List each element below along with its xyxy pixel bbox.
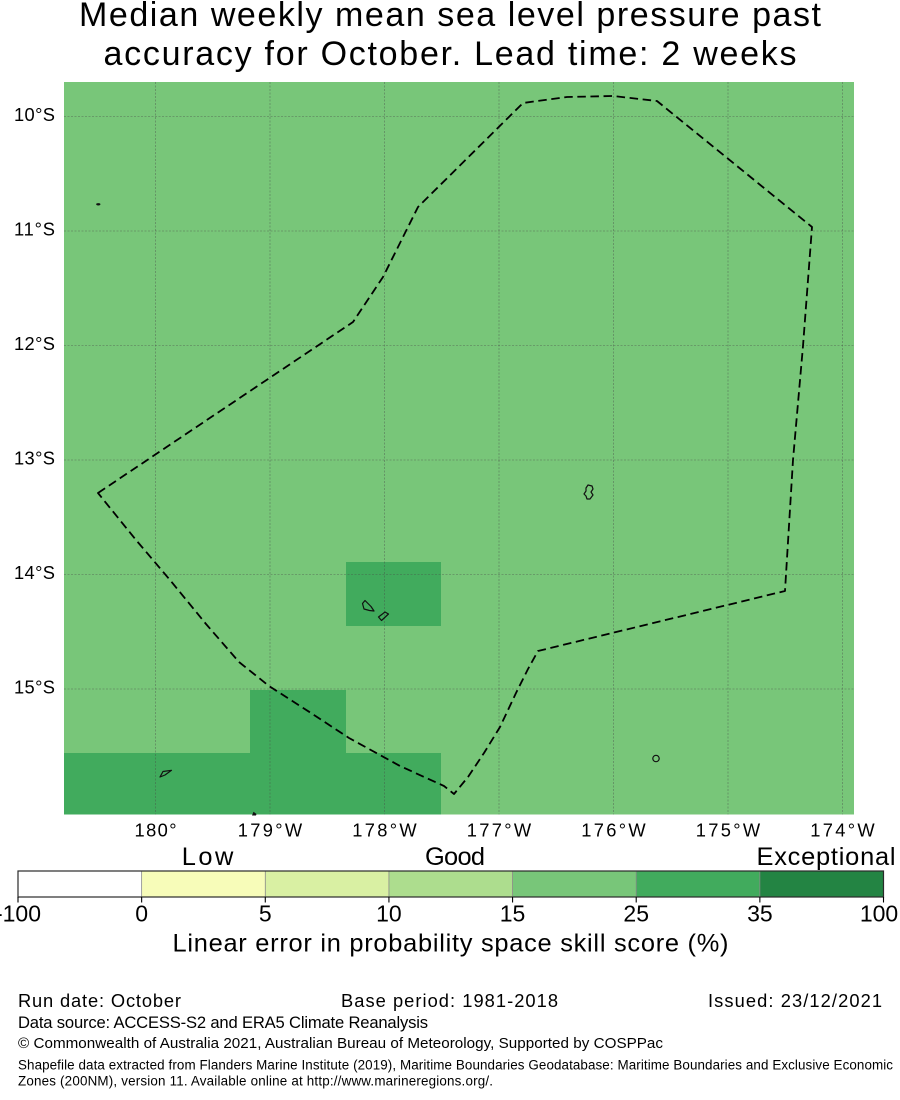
svg-text:11°S: 11°S [14, 219, 55, 240]
svg-text:0: 0 [135, 901, 148, 927]
svg-text:178°W: 178°W [352, 820, 417, 841]
svg-text:-100: -100 [0, 901, 41, 927]
svg-text:Good: Good [425, 843, 485, 871]
svg-text:100: 100 [860, 901, 898, 927]
svg-text:Issued: 23/12/2021: Issued: 23/12/2021 [708, 990, 882, 1011]
svg-text:14°S: 14°S [14, 562, 55, 583]
svg-text:Median weekly mean sea level p: Median weekly mean sea level pressure pa… [79, 0, 822, 34]
svg-text:10: 10 [376, 901, 402, 927]
svg-text:Exceptional: Exceptional [757, 843, 896, 871]
svg-text:Data source: ACCESS-S2 and ERA: Data source: ACCESS-S2 and ERA5 Climate … [18, 1013, 428, 1032]
svg-text:12°S: 12°S [14, 333, 55, 354]
svg-text:Zones (200NM), version 11. Ava: Zones (200NM), version 11. Available onl… [18, 1074, 493, 1089]
svg-text:Base period: 1981-2018: Base period: 1981-2018 [341, 990, 558, 1011]
svg-text:25: 25 [623, 901, 649, 927]
svg-text:Low: Low [182, 843, 234, 871]
svg-text:177°W: 177°W [467, 820, 532, 841]
svg-text:179°W: 179°W [238, 820, 303, 841]
svg-text:174°W: 174°W [810, 820, 875, 841]
svg-text:Run date: October: Run date: October [18, 990, 181, 1011]
svg-text:180°: 180° [135, 820, 177, 841]
svg-text:Linear error in probability sp: Linear error in probability space skill … [173, 930, 729, 958]
svg-text:13°S: 13°S [14, 448, 55, 469]
svg-text:5: 5 [259, 901, 272, 927]
svg-text:Shapefile data extracted from: Shapefile data extracted from Flanders M… [18, 1058, 893, 1073]
svg-text:© Commonwealth of Australia 20: © Commonwealth of Australia 2021, Austra… [18, 1035, 663, 1052]
svg-text:176°W: 176°W [581, 820, 646, 841]
svg-text:15°S: 15°S [14, 677, 55, 698]
svg-text:10°S: 10°S [14, 104, 55, 125]
svg-text:15: 15 [500, 901, 526, 927]
svg-text:accuracy for October. Lead tim: accuracy for October. Lead time: 2 weeks [104, 35, 797, 73]
svg-text:35: 35 [747, 901, 773, 927]
svg-text:175°W: 175°W [696, 820, 761, 841]
